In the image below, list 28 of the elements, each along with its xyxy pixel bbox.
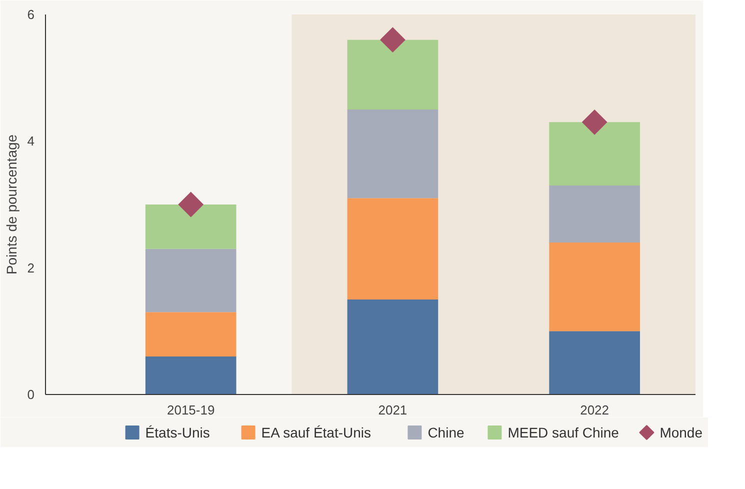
y-tick-label: 0 (27, 387, 35, 402)
legend-label: EA sauf État-Unis (261, 424, 372, 440)
y-tick-label: 4 (27, 134, 35, 149)
point (380, 27, 406, 53)
legend-label: Monde (660, 424, 703, 440)
bar (347, 198, 438, 300)
bar (549, 242, 640, 332)
bar (549, 331, 640, 394)
bar (145, 312, 236, 356)
x-tick-label: 2022 (580, 402, 610, 418)
point (178, 192, 204, 218)
bar (145, 356, 236, 394)
y-axis-title: Points de pourcentage (3, 134, 20, 275)
bar (145, 204, 236, 249)
bar (347, 40, 438, 110)
legend-label: États-Unis (145, 424, 210, 440)
bar (347, 300, 438, 394)
point (582, 109, 608, 135)
x-tick-label: 2015-19 (166, 402, 215, 418)
bar (549, 122, 640, 186)
y-tick-label: 6 (27, 7, 35, 22)
bar (549, 186, 640, 242)
bar (145, 248, 236, 312)
legend-label: MEED sauf Chine (508, 424, 620, 440)
y-tick-label: 2 (27, 260, 35, 276)
x-tick-label: 2021 (378, 402, 408, 418)
bar (347, 110, 438, 198)
legend-label: Chine (428, 424, 464, 440)
